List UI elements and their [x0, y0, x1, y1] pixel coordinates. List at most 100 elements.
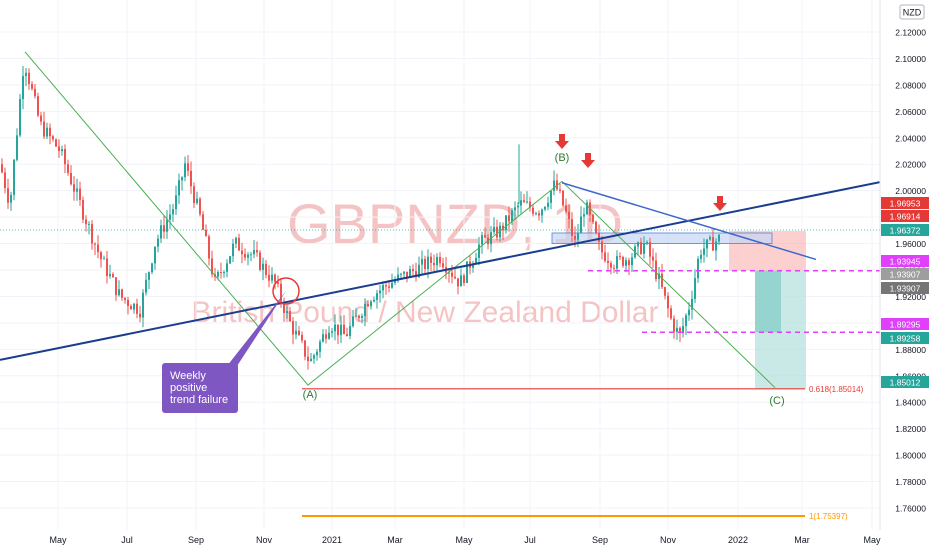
candle-body [508, 215, 510, 222]
candle-body [709, 237, 711, 240]
price-tag-label: 1.89258 [890, 334, 921, 344]
candle-body [640, 242, 642, 254]
candle-body [574, 235, 576, 240]
candle-body [226, 263, 228, 272]
annotation-line: trend failure [170, 394, 228, 406]
candle-body [433, 262, 435, 266]
candle-body [703, 248, 705, 255]
candle-body [130, 306, 132, 310]
candle-body [256, 249, 258, 253]
candle-body [91, 223, 93, 244]
candle-body [472, 263, 474, 268]
candle-body [106, 258, 108, 277]
price-tag-bg [881, 210, 929, 222]
candle-body [652, 256, 654, 261]
candle-body [175, 195, 177, 210]
candle-body [217, 272, 219, 277]
candle-body [313, 355, 315, 359]
candle-body [460, 275, 462, 287]
price-tag-label: 1.93907 [890, 270, 921, 280]
candle-body [307, 356, 309, 362]
candle-body [139, 313, 141, 318]
price-tag: 1.96953 [881, 197, 929, 209]
candles-layer [1, 66, 720, 370]
candle-body [97, 244, 99, 253]
y-tick-label: 2.00000 [895, 186, 926, 196]
candle-body [202, 214, 204, 230]
candle-body [34, 88, 36, 97]
price-tag: 1.96914 [881, 210, 929, 222]
candle-body [586, 202, 588, 215]
candle-body [451, 272, 453, 277]
trendline-desc [561, 182, 817, 261]
candle-body [82, 199, 84, 220]
resistance-zone [551, 232, 773, 244]
candle-body [616, 256, 618, 269]
annotation-box [162, 363, 238, 413]
candle-body [655, 260, 657, 280]
candle-body [16, 135, 18, 160]
candle-body [520, 200, 522, 206]
candle-body [331, 331, 333, 333]
candle-body [133, 303, 135, 310]
candle-body [547, 202, 549, 207]
candle-body [424, 258, 426, 270]
candle-body [367, 303, 369, 307]
candle-body [409, 269, 411, 278]
candle-body [532, 207, 534, 214]
currency-badge[interactable]: NZD [899, 4, 925, 20]
candle-body [184, 163, 186, 178]
candle-body [271, 274, 273, 281]
candle-body [568, 211, 570, 220]
x-tick-label: Jul [524, 535, 536, 545]
candle-body [22, 75, 24, 100]
candle-body [28, 72, 30, 85]
annotation-line: positive [170, 382, 207, 394]
candle-body [697, 258, 699, 279]
x-tick-label: Mar [794, 535, 810, 545]
candle-body [517, 205, 519, 208]
candle-body [457, 278, 459, 287]
price-tag-label: 1.93945 [890, 257, 921, 267]
candle-body [529, 201, 531, 208]
candle-body [46, 127, 48, 137]
y-tick-label: 2.12000 [895, 28, 926, 38]
candle-body [421, 258, 423, 265]
candle-body [142, 292, 144, 318]
annotation-line: Weekly [170, 370, 206, 382]
price-tag-bg [881, 376, 929, 388]
price-tag-label: 1.93907 [890, 284, 921, 294]
candle-body [661, 273, 663, 288]
candle-body [535, 213, 537, 215]
candle-body [298, 330, 300, 335]
candle-body [88, 223, 90, 225]
candle-body [148, 272, 150, 280]
candle-body [682, 326, 684, 334]
candle-body [685, 315, 687, 327]
fib-1-label: 1(1.75397) [809, 512, 848, 521]
price-tag: 1.93907 [881, 282, 929, 294]
price-tag-bg [881, 318, 929, 330]
candle-body [241, 250, 243, 255]
candle-body [484, 235, 486, 238]
candle-body [310, 358, 312, 362]
wave-label-c: (C) [769, 395, 784, 407]
candle-body [712, 237, 714, 251]
time-axis[interactable]: May Jul Sep Nov 2021 Mar May Jul Sep Nov 2022 Mar Ma… [0, 530, 932, 550]
candle-body [514, 207, 516, 211]
candle-body [571, 219, 573, 236]
candle-body [505, 215, 507, 231]
candle-body [304, 340, 306, 357]
candle-body [268, 274, 270, 281]
x-tick-label: Sep [592, 535, 608, 545]
candle-body [706, 239, 708, 249]
candle-body [286, 311, 288, 313]
price-tag: 1.89295 [881, 318, 929, 330]
candle-body [178, 180, 180, 196]
candle-body [79, 188, 81, 200]
price-tag: 1.96372 [881, 224, 929, 236]
candle-body [406, 271, 408, 278]
candle-body [259, 252, 261, 270]
